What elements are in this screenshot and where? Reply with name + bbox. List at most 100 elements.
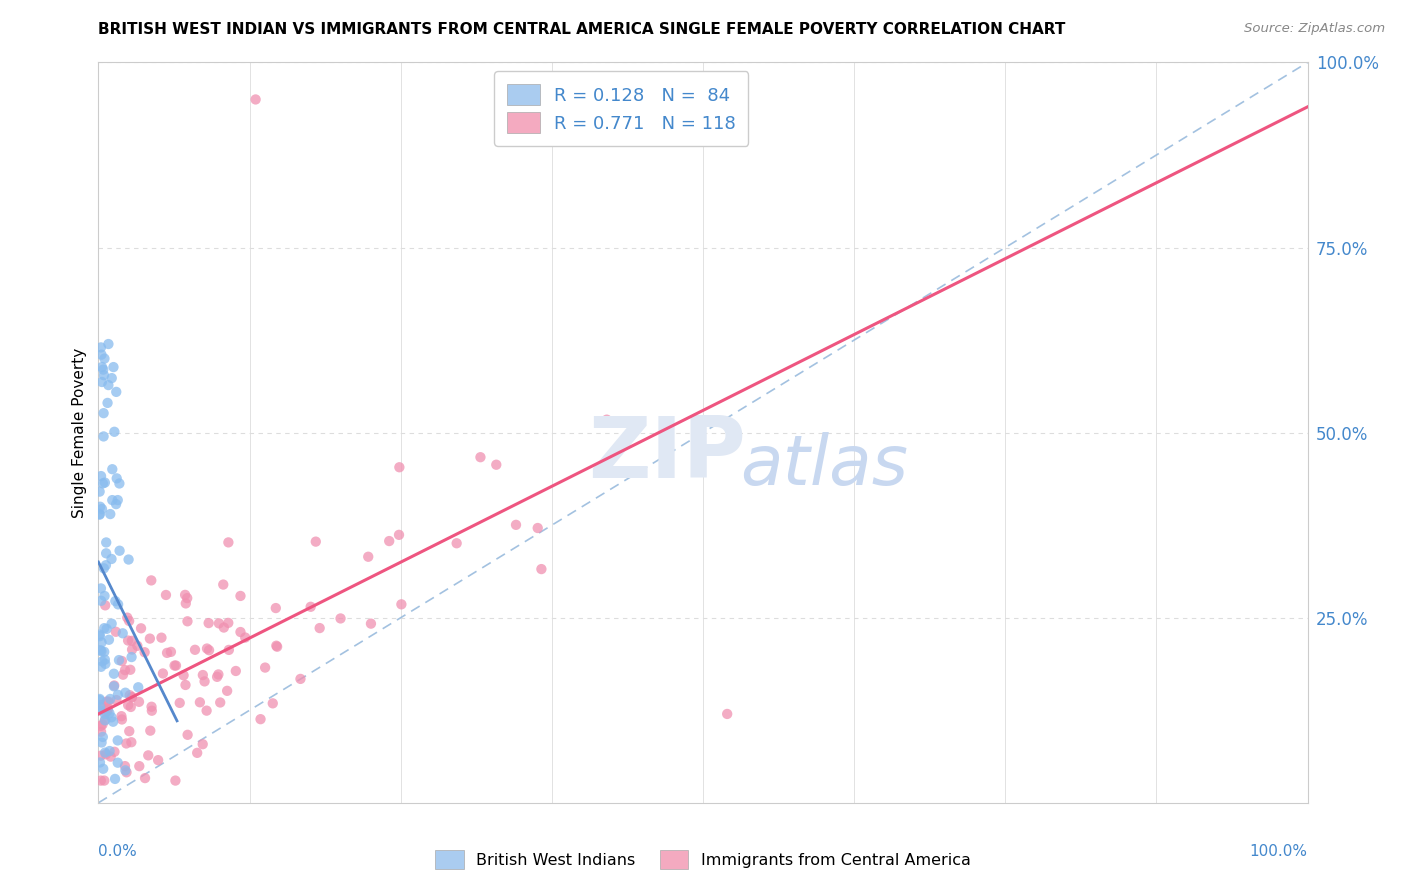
Point [266, 640, 288, 654]
Point [186, 746, 208, 760]
Point [107, 756, 129, 770]
Point [97, 701, 120, 715]
Point [94, 475, 117, 490]
Point [90, 375, 112, 389]
Point [112, 667, 135, 681]
Point [174, 678, 197, 692]
Point [94, 746, 117, 760]
Point [305, 534, 328, 549]
Point [97, 695, 120, 709]
Point [388, 528, 411, 542]
Point [90, 698, 112, 712]
Point [134, 645, 156, 659]
Point [105, 693, 128, 707]
Point [97, 632, 120, 647]
Legend: R = 0.128   N =  84, R = 0.771   N = 118: R = 0.128 N = 84, R = 0.771 N = 118 [495, 71, 748, 145]
Point [103, 745, 125, 759]
Point [100, 710, 122, 724]
Point [212, 621, 235, 635]
Point [89, 643, 111, 657]
Point [121, 690, 143, 705]
Point [96, 622, 118, 636]
Text: 100.0%: 100.0% [1250, 844, 1308, 858]
Point [150, 631, 173, 645]
Point [94, 747, 117, 762]
Point [139, 723, 162, 738]
Point [193, 674, 215, 689]
Text: BRITISH WEST INDIAN VS IMMIGRANTS FROM CENTRAL AMERICA SINGLE FEMALE POVERTY COR: BRITISH WEST INDIAN VS IMMIGRANTS FROM C… [98, 22, 1066, 37]
Point [94, 653, 117, 667]
Point [225, 664, 247, 678]
Point [120, 663, 142, 677]
Point [117, 610, 139, 624]
Point [89, 484, 111, 499]
Point [121, 650, 143, 665]
Point [98, 744, 121, 758]
Point [104, 772, 127, 786]
Point [176, 728, 198, 742]
Text: 0.0%: 0.0% [98, 844, 138, 858]
Point [716, 706, 738, 721]
Point [90, 340, 112, 354]
Point [262, 697, 284, 711]
Point [91, 730, 114, 744]
Point [139, 632, 162, 646]
Text: Source: ZipAtlas.com: Source: ZipAtlas.com [1244, 22, 1385, 36]
Point [97, 378, 120, 392]
Point [97, 337, 120, 351]
Point [89, 703, 111, 717]
Point [89, 699, 111, 714]
Point [91, 654, 114, 668]
Point [121, 633, 143, 648]
Point [121, 690, 143, 705]
Point [176, 591, 198, 606]
Point [98, 507, 121, 521]
Point [111, 654, 134, 668]
Point [174, 596, 197, 610]
Point [96, 704, 118, 718]
Point [329, 611, 352, 625]
Point [90, 748, 112, 763]
Point [90, 724, 112, 739]
Point [94, 714, 117, 728]
Point [254, 660, 277, 674]
Point [120, 700, 142, 714]
Point [205, 670, 228, 684]
Point [108, 653, 131, 667]
Point [89, 692, 111, 706]
Point [91, 502, 114, 516]
Point [118, 688, 141, 702]
Point [176, 615, 198, 629]
Point [117, 698, 139, 712]
Point [117, 633, 139, 648]
Point [114, 759, 136, 773]
Point [108, 476, 131, 491]
Point [90, 348, 112, 362]
Point [165, 658, 187, 673]
Point [173, 668, 195, 682]
Text: ZIP: ZIP [588, 413, 745, 496]
Point [90, 719, 112, 733]
Point [111, 626, 134, 640]
Point [127, 639, 149, 653]
Point [141, 574, 163, 588]
Point [218, 643, 240, 657]
Point [114, 686, 136, 700]
Point [89, 500, 111, 514]
Point [229, 589, 252, 603]
Point [103, 425, 125, 439]
Point [101, 493, 124, 508]
Point [94, 546, 117, 560]
Text: atlas: atlas [740, 433, 908, 500]
Point [89, 756, 111, 770]
Point [195, 704, 218, 718]
Point [117, 552, 139, 566]
Point [89, 508, 111, 522]
Point [245, 92, 267, 106]
Point [90, 594, 112, 608]
Point [446, 536, 468, 550]
Point [104, 594, 127, 608]
Point [90, 582, 112, 596]
Point [111, 713, 134, 727]
Point [90, 644, 112, 658]
